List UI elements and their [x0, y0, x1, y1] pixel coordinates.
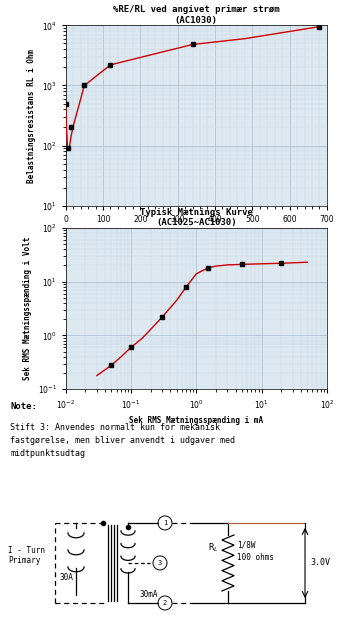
- Text: 30A: 30A: [60, 573, 74, 582]
- Text: 1/8W: 1/8W: [237, 541, 255, 550]
- Text: 3.0V: 3.0V: [310, 558, 330, 567]
- Text: 30mA: 30mA: [140, 591, 158, 599]
- Text: R$_L$: R$_L$: [208, 542, 219, 555]
- Y-axis label: Belastningsresistans RL i Ohm: Belastningsresistans RL i Ohm: [27, 49, 36, 182]
- Text: I - Turn: I - Turn: [8, 546, 45, 555]
- Text: Primary: Primary: [8, 556, 40, 565]
- X-axis label: Omsætningsfejl i % (Ratio Error): Omsætningsfejl i % (Ratio Error): [122, 229, 270, 238]
- Text: 2: 2: [163, 600, 167, 606]
- X-axis label: Sek RMS Mætningsspænding i mA: Sek RMS Mætningsspænding i mA: [129, 417, 263, 425]
- Y-axis label: Sek RMS Mætningsspænding i Volt: Sek RMS Mætningsspænding i Volt: [23, 237, 32, 380]
- Title: Typisk Mætnings Kurve
(AC1025~AC1030): Typisk Mætnings Kurve (AC1025~AC1030): [140, 208, 253, 227]
- Title: %RE/RL ved angivet primær strøm
(AC1030): %RE/RL ved angivet primær strøm (AC1030): [113, 5, 280, 25]
- Text: 100 ohms: 100 ohms: [237, 553, 274, 562]
- Text: Note:: Note:: [10, 402, 37, 411]
- Text: 3: 3: [158, 560, 162, 566]
- Text: Stift 3: Anvendes normalt kun for mekanisk
fastgørelse, men bliver anvendt i udg: Stift 3: Anvendes normalt kun for mekani…: [10, 423, 235, 458]
- Text: 1: 1: [163, 520, 167, 526]
